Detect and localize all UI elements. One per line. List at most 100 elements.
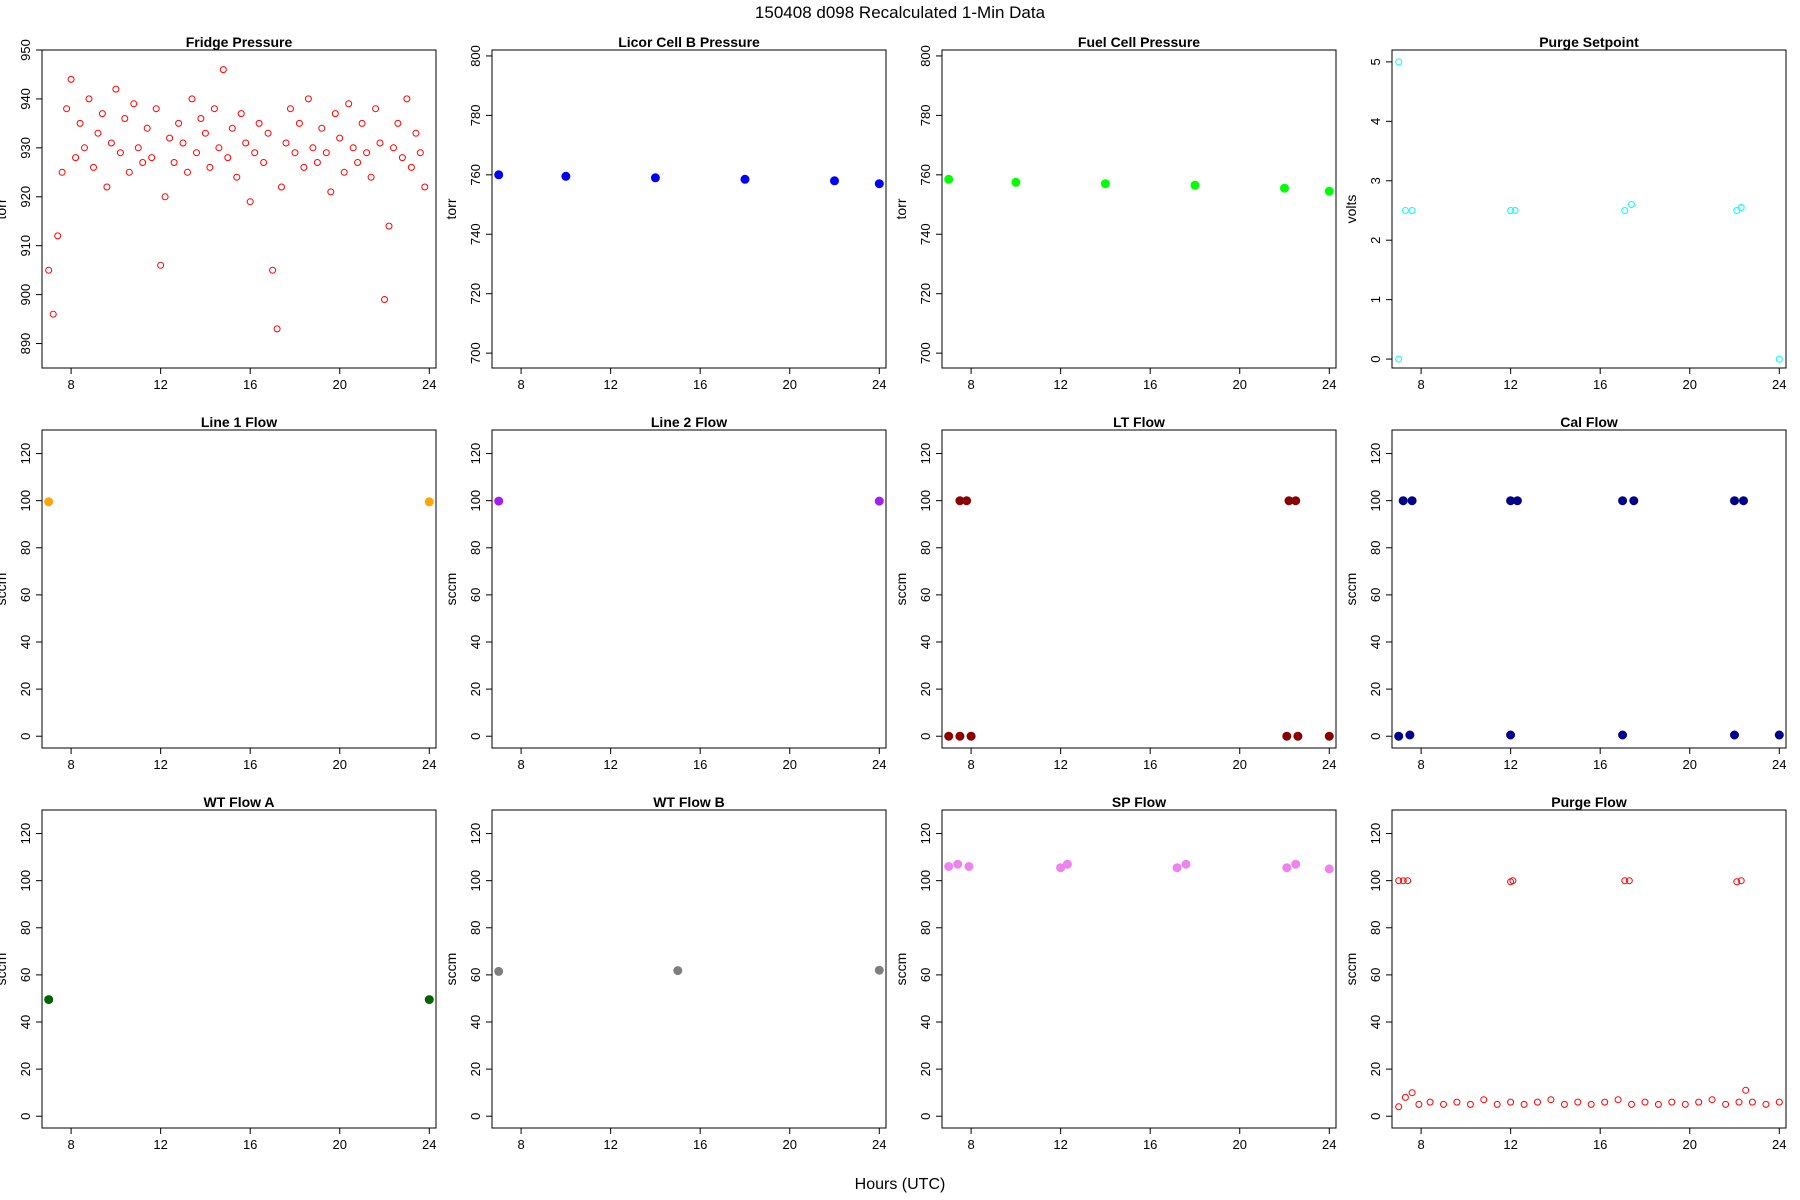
data-point xyxy=(1506,730,1516,740)
x-tick-label: 20 xyxy=(1233,1137,1247,1152)
y-tick-label: 910 xyxy=(18,235,33,257)
panel-title: WT Flow A xyxy=(203,794,274,810)
y-tick-label: 760 xyxy=(918,164,933,186)
data-point xyxy=(1587,1100,1595,1108)
y-axis-label: torr xyxy=(443,198,459,219)
x-tick-label: 20 xyxy=(333,757,347,772)
data-point xyxy=(944,731,954,741)
panel-3: Fuel Cell Pressure torr 8 12 16 20 24 700 720 740… xyxy=(893,34,1337,392)
y-tick-label: 100 xyxy=(1368,870,1383,892)
data-point xyxy=(1621,877,1629,885)
y-tick-label: 900 xyxy=(18,284,33,306)
data-point xyxy=(424,995,434,1005)
data-point xyxy=(1440,1100,1447,1108)
x-tick-label: 20 xyxy=(333,377,347,392)
data-point xyxy=(1172,863,1182,873)
data-point xyxy=(1404,877,1412,885)
y-tick-label: 0 xyxy=(18,1113,33,1120)
data-point xyxy=(228,124,236,132)
data-point xyxy=(336,134,344,142)
x-tick-label: 24 xyxy=(422,1137,436,1152)
data-point xyxy=(650,173,660,183)
data-point xyxy=(327,188,335,196)
x-tick-label: 16 xyxy=(243,1137,257,1152)
data-point xyxy=(1398,496,1408,506)
data-point xyxy=(1293,731,1303,741)
panel-title: Cal Flow xyxy=(1560,414,1618,430)
panel-10: WT Flow B sccm 8 12 16 20 24 0 20 40 60 80 100 120 xyxy=(443,794,887,1152)
data-point xyxy=(349,144,357,152)
y-tick-label: 720 xyxy=(468,283,483,305)
data-point xyxy=(1668,1098,1676,1106)
data-point xyxy=(54,232,62,240)
data-point xyxy=(1291,859,1301,869)
x-tick-label: 24 xyxy=(1772,757,1786,772)
data-point xyxy=(44,497,54,507)
y-axis-label: sccm xyxy=(443,953,459,986)
data-point xyxy=(269,266,277,274)
figure-title: 150408 d098 Recalculated 1-Min Data xyxy=(755,3,1046,22)
y-tick-label: 100 xyxy=(1368,490,1383,512)
x-tick-label: 20 xyxy=(1683,757,1697,772)
x-tick-label: 16 xyxy=(243,757,257,772)
data-point xyxy=(1520,1100,1528,1108)
data-point xyxy=(67,75,75,83)
data-point xyxy=(962,496,972,506)
y-tick-label: 20 xyxy=(1368,682,1383,696)
data-point xyxy=(309,144,317,152)
data-point xyxy=(210,105,218,113)
x-tick-label: 8 xyxy=(517,1137,524,1152)
data-point xyxy=(1629,496,1639,506)
y-tick-label: 40 xyxy=(18,1015,33,1029)
x-tick-label: 8 xyxy=(67,757,74,772)
y-tick-label: 2 xyxy=(1368,237,1383,244)
panel-6: Line 2 Flow sccm 8 12 16 20 24 0 20 40 60 80 100 120 xyxy=(443,414,887,772)
plot-frame xyxy=(941,809,1337,1129)
y-tick-label: 40 xyxy=(918,1015,933,1029)
x-tick-label: 16 xyxy=(1143,377,1157,392)
data-point xyxy=(49,310,57,318)
x-tick-label: 20 xyxy=(1683,1137,1697,1152)
y-tick-label: 40 xyxy=(468,635,483,649)
data-point xyxy=(125,168,133,176)
panel-11: SP Flow sccm 8 12 16 20 24 0 20 40 60 80 100 120 xyxy=(893,794,1337,1152)
data-point xyxy=(1618,496,1628,506)
data-point xyxy=(175,119,183,127)
data-point xyxy=(224,154,232,162)
y-tick-label: 80 xyxy=(468,921,483,935)
x-tick-label: 12 xyxy=(1053,377,1067,392)
y-tick-label: 20 xyxy=(918,1062,933,1076)
plot-frame xyxy=(41,429,437,749)
y-tick-label: 60 xyxy=(918,968,933,982)
data-point xyxy=(367,173,375,181)
y-tick-label: 80 xyxy=(468,541,483,555)
plot-frame xyxy=(41,49,437,369)
data-point xyxy=(1625,877,1633,885)
data-point xyxy=(340,168,348,176)
data-point xyxy=(1426,1098,1434,1106)
y-tick-label: 3 xyxy=(1368,177,1383,184)
data-point xyxy=(1733,207,1741,214)
data-point xyxy=(1190,180,1200,190)
data-point xyxy=(1282,863,1292,873)
panel-title: Licor Cell B Pressure xyxy=(618,34,760,50)
x-tick-label: 16 xyxy=(1143,1137,1157,1152)
data-point xyxy=(424,497,434,507)
x-tick-label: 8 xyxy=(967,377,974,392)
y-tick-label: 120 xyxy=(18,823,33,845)
data-point xyxy=(1775,1098,1783,1106)
y-tick-label: 120 xyxy=(18,443,33,465)
data-point xyxy=(1405,730,1415,740)
y-tick-label: 740 xyxy=(918,223,933,245)
data-point xyxy=(103,183,111,191)
data-point xyxy=(251,149,259,157)
x-tick-label: 16 xyxy=(1593,377,1607,392)
data-point xyxy=(152,105,160,113)
data-point xyxy=(1762,1100,1770,1108)
data-point xyxy=(90,163,97,171)
y-axis-label: sccm xyxy=(893,953,909,986)
y-tick-label: 0 xyxy=(468,733,483,740)
data-point xyxy=(1737,204,1745,211)
data-point xyxy=(112,85,120,93)
